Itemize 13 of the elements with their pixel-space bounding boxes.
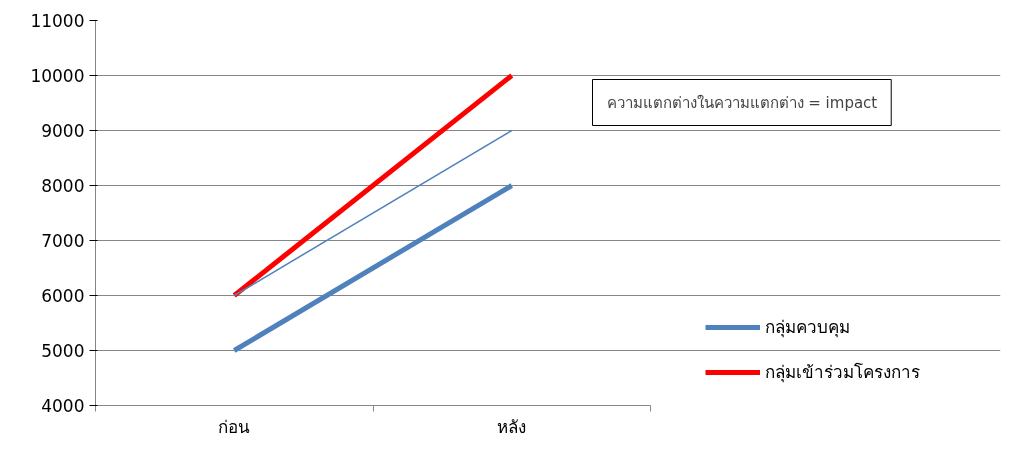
annotation: ความแตกต่างในความแตกต่าง = impact: [606, 93, 878, 112]
y-tick-label: 5000: [41, 341, 85, 361]
y-tick-label: 8000: [41, 176, 85, 196]
legend-label: กลุ่มเข้าร่วมโครงการ: [765, 361, 920, 385]
y-tick-label: 11000: [30, 11, 85, 31]
x-tick-label: หลัง: [497, 416, 527, 437]
y-tick-label: 6000: [41, 286, 85, 306]
legend-label: กลุ่มควบคุม: [765, 316, 850, 340]
y-tick-label: 9000: [41, 121, 85, 141]
x-tick-label: ก่อน: [218, 416, 251, 437]
y-tick-label: 4000: [41, 396, 85, 416]
y-tick-label: 7000: [41, 231, 85, 251]
y-tick-label: 10000: [30, 66, 85, 86]
